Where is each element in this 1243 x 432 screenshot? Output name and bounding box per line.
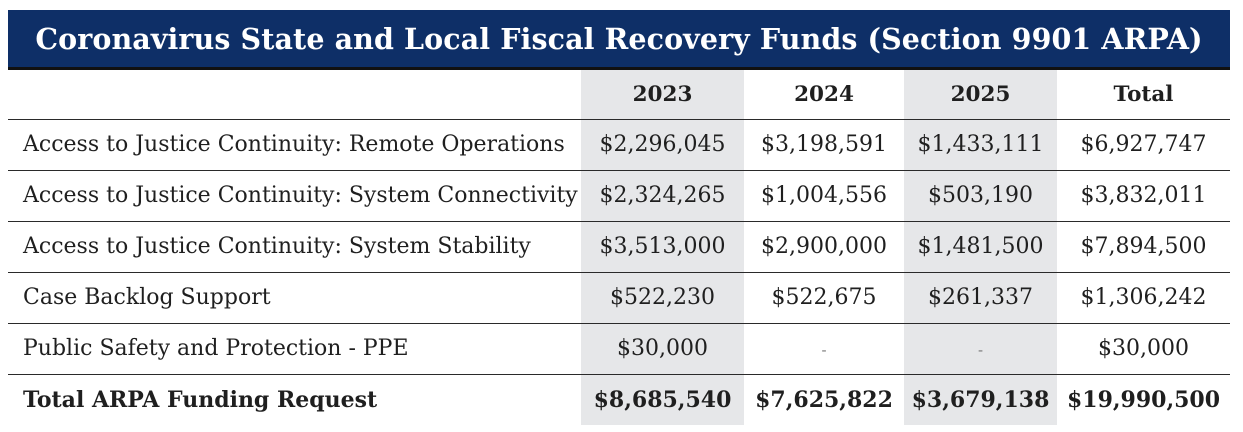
header-2024: 2024 bbox=[744, 70, 904, 120]
row-label: Access to Justice Continuity: Remote Ope… bbox=[8, 119, 581, 171]
table-row: Access to Justice Continuity: Remote Ope… bbox=[8, 119, 1230, 171]
cell-total: $7,894,500 bbox=[1057, 221, 1230, 273]
header-label-column bbox=[8, 70, 581, 120]
row-label: Access to Justice Continuity: System Sta… bbox=[8, 221, 581, 273]
cell-2024: - bbox=[744, 323, 904, 375]
header-total: Total bbox=[1057, 70, 1230, 120]
cell-2023: $30,000 bbox=[581, 323, 744, 375]
table-row: Case Backlog Support $522,230 $522,675 $… bbox=[8, 272, 1230, 324]
table-title: Coronavirus State and Local Fiscal Recov… bbox=[35, 21, 1203, 56]
row-label: Public Safety and Protection - PPE bbox=[8, 323, 581, 375]
cell-2023: $2,324,265 bbox=[581, 170, 744, 222]
cell-2025: - bbox=[904, 323, 1057, 375]
empty-dash: - bbox=[821, 341, 827, 359]
cell-2025: $1,433,111 bbox=[904, 119, 1057, 171]
total-2025: $3,679,138 bbox=[904, 374, 1057, 425]
header-row: 2023 2024 2025 Total bbox=[8, 70, 1230, 120]
cell-2025: $503,190 bbox=[904, 170, 1057, 222]
cell-2023: $2,296,045 bbox=[581, 119, 744, 171]
table-row: Access to Justice Continuity: System Sta… bbox=[8, 221, 1230, 273]
total-2024: $7,625,822 bbox=[755, 386, 893, 413]
cell-total: $6,927,747 bbox=[1057, 119, 1230, 171]
cell-2023: $522,230 bbox=[581, 272, 744, 324]
row-label: Case Backlog Support bbox=[8, 272, 581, 324]
cell-total: $3,832,011 bbox=[1057, 170, 1230, 222]
empty-dash: - bbox=[977, 341, 984, 359]
cell-2024: $1,004,556 bbox=[744, 170, 904, 222]
total-grand: $19,990,500 bbox=[1066, 386, 1221, 413]
header-2025: 2025 bbox=[904, 70, 1057, 120]
cell-total: $30,000 bbox=[1057, 323, 1230, 375]
table-row: Public Safety and Protection - PPE $30,0… bbox=[8, 323, 1230, 375]
table-row: Access to Justice Continuity: System Con… bbox=[8, 170, 1230, 222]
header-2023: 2023 bbox=[581, 70, 744, 120]
row-label: Access to Justice Continuity: System Con… bbox=[8, 170, 581, 222]
funding-table: 2023 2024 2025 Total Access to Justice C… bbox=[8, 70, 1230, 425]
cell-2024: $3,198,591 bbox=[744, 119, 904, 171]
cell-2024: $2,900,000 bbox=[744, 221, 904, 273]
cell-2025: $1,481,500 bbox=[904, 221, 1057, 273]
total-row: Total ARPA Funding Request $8,685,540 $7… bbox=[8, 374, 1230, 425]
cell-total: $1,306,242 bbox=[1057, 272, 1230, 324]
total-row-label: Total ARPA Funding Request bbox=[23, 386, 378, 413]
cell-2023: $3,513,000 bbox=[581, 221, 744, 273]
cell-2025: $261,337 bbox=[904, 272, 1057, 324]
cell-2024: $522,675 bbox=[744, 272, 904, 324]
total-2023: $8,685,540 bbox=[581, 374, 744, 425]
table-title-banner: Coronavirus State and Local Fiscal Recov… bbox=[8, 10, 1230, 70]
